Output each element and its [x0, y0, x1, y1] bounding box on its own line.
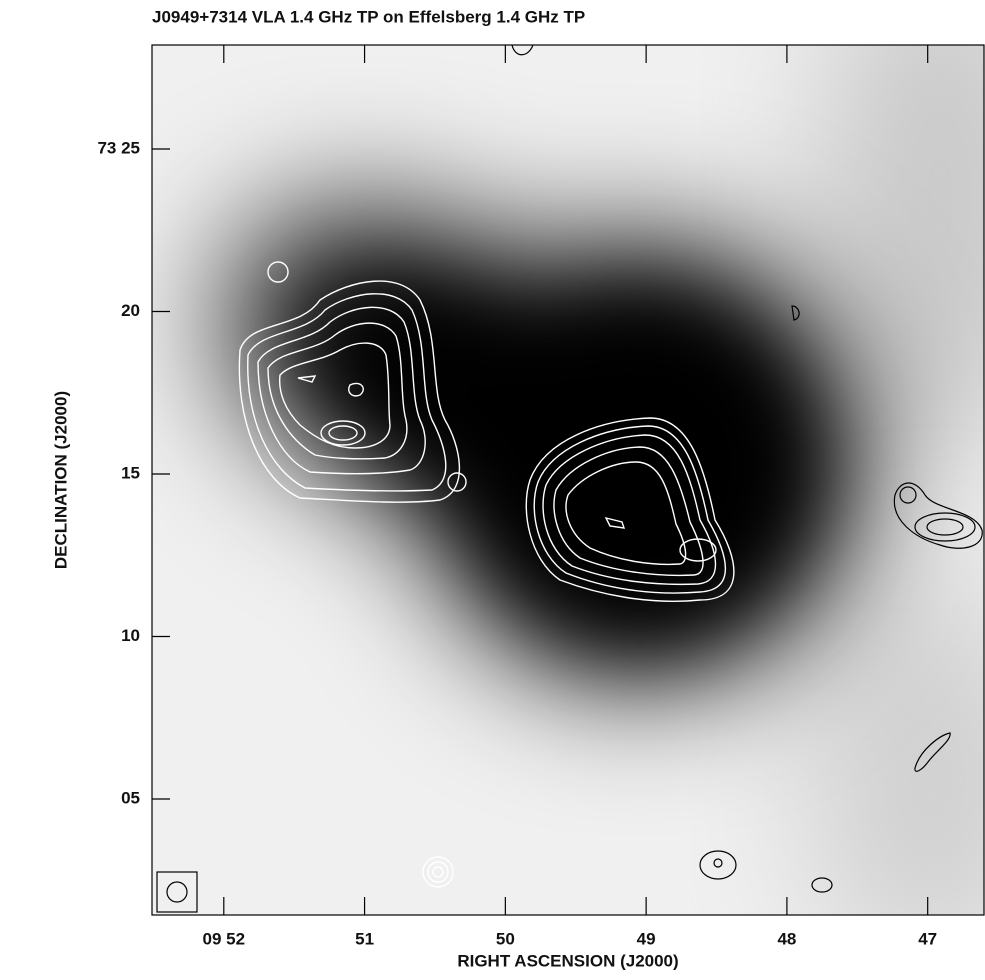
plot-frame: [151, 44, 985, 916]
chart-title: J0949+7314 VLA 1.4 GHz TP on Effelsberg …: [152, 7, 585, 26]
x-tick-label: 48: [777, 929, 796, 948]
y-tick-label: 20: [121, 301, 140, 320]
x-tick-label: 09 52: [203, 929, 246, 948]
y-tick-label: 73 25: [97, 138, 140, 157]
y-axis-label: DECLINATION (J2000): [51, 391, 70, 569]
image: [152, 45, 984, 915]
y-tick-label: 10: [121, 626, 140, 645]
y-tick-label: 05: [121, 788, 140, 807]
x-tick-label: 47: [918, 929, 937, 948]
x-axis-label: RIGHT ASCENSION (J2000): [457, 951, 678, 970]
y-tick-label: 15: [121, 463, 140, 482]
x-tick-label: 50: [496, 929, 515, 948]
x-tick-label: 49: [637, 929, 656, 948]
x-tick-label: 51: [355, 929, 374, 948]
